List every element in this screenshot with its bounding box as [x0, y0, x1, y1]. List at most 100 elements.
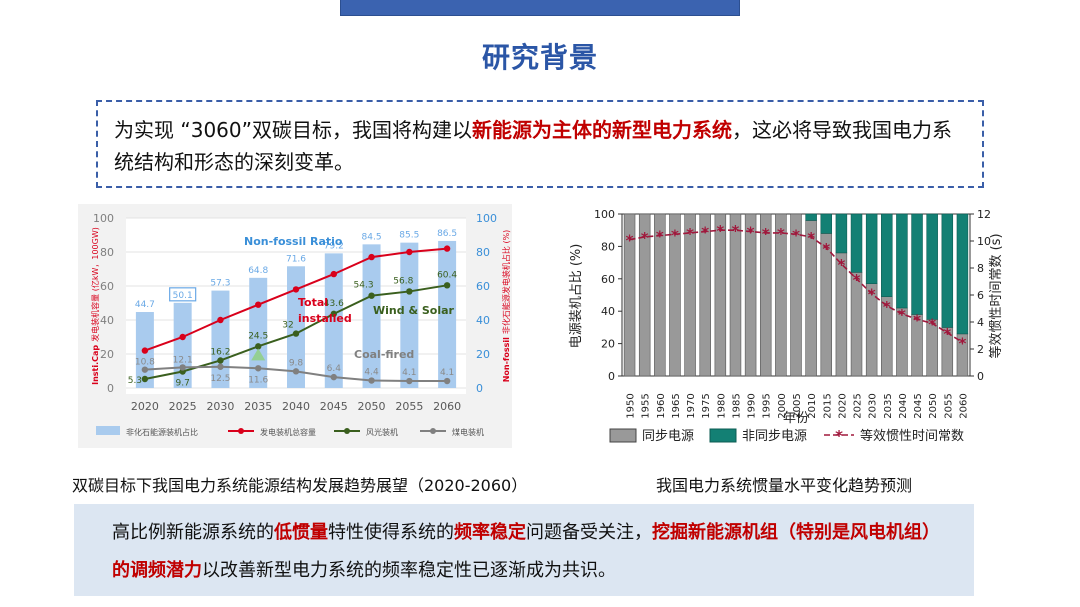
x-tick-label: 2030 [868, 393, 879, 418]
wind-value-label: 60.4 [437, 270, 457, 280]
y-tick-label: 0 [107, 382, 114, 395]
y-right-axis-label: 等效惯性时间常数 (s) [988, 233, 1004, 358]
series-point [443, 377, 451, 385]
bar-sync [714, 213, 727, 377]
wind-value-label: 56.8 [393, 276, 413, 286]
bar-value-label: 50.1 [173, 291, 193, 301]
series-point [292, 368, 300, 375]
x-tick-label: 2045 [320, 400, 348, 413]
legend-swatch [96, 426, 120, 435]
series-point [443, 245, 451, 252]
bar-value-label: 79.2 [324, 241, 344, 251]
bar-nonsync [896, 213, 908, 309]
y-axis-label: 电源装机占比 (%) [569, 244, 584, 349]
inertia-point: * [853, 271, 861, 289]
x-tick-label: 1970 [686, 393, 697, 418]
inertia-point: * [807, 229, 815, 247]
bar-value-label: 84.5 [362, 232, 382, 242]
x-tick-label: 2025 [169, 400, 197, 413]
y-tick-label: 80 [100, 246, 114, 259]
conclusion-highlight-1: 低惯量 [274, 522, 328, 543]
conclusion-text-2: 特性使得系统的 [328, 522, 454, 543]
x-tick-label: 2050 [928, 393, 939, 418]
y-right-tick-label: 2 [977, 343, 984, 356]
bar-sync [669, 213, 681, 377]
inertia-point: * [883, 298, 891, 316]
legend-label: 煤电装机 [452, 427, 484, 437]
series-point [292, 330, 300, 337]
inertia-point: * [868, 286, 876, 304]
series-point [330, 310, 337, 318]
series-point [217, 316, 224, 324]
bar [400, 242, 419, 388]
x-tick-label: 1980 [716, 393, 727, 418]
bar-value-label: 86.5 [437, 229, 457, 239]
x-tick-label: 2015 [822, 393, 833, 418]
intro-text-1: 为实现 “3060”双碳目标，我国将构建以 [114, 118, 472, 142]
inertia-point: * [943, 325, 951, 343]
x-tick-label: 2055 [395, 400, 423, 413]
legend-marker [430, 428, 436, 434]
bar-sync [684, 213, 696, 377]
inertia-point: * [686, 225, 694, 243]
bar-sync [775, 213, 787, 377]
coal-value-label: 12.5 [210, 374, 230, 384]
x-tick-label: 2045 [913, 393, 924, 418]
inertia-point: * [913, 311, 921, 329]
x-tick-label: 1955 [641, 393, 652, 418]
coal-value-label: 4.4 [364, 368, 379, 378]
conclusion-text-4: 以改善新型电力系统的频率稳定性已逐渐成为共识。 [202, 560, 616, 581]
x-tick-label: 1985 [731, 393, 742, 418]
inertia-point: * [747, 224, 755, 242]
bar [173, 302, 192, 388]
y-right-tick-label: 20 [476, 348, 490, 361]
inertia-line [629, 229, 963, 343]
title-decoration-bar [340, 0, 740, 16]
legend-label: 等效惯性时间常数 [860, 428, 964, 444]
series-point [141, 366, 149, 373]
series-point [368, 292, 375, 299]
coal-value-label: 10.8 [135, 358, 155, 368]
intro-box: 为实现 “3060”双碳目标，我国将构建以新能源为主体的新型电力系统，这必将导致… [96, 100, 984, 188]
legend-marker [238, 428, 244, 434]
series-point [217, 363, 224, 370]
y-right-tick-label: 10 [977, 235, 991, 248]
bar-nonsync [941, 213, 954, 328]
x-axis-label: 年份 [783, 411, 809, 426]
left-axis-prefix: Insti.Cap [91, 345, 100, 385]
inertia-point: * [792, 226, 800, 244]
coal-value-label: 4.1 [402, 368, 416, 378]
coal-value-label: 12.1 [173, 355, 193, 365]
right-axis-label: Non-fossil 非化石能源发电装机占比 (%) [501, 230, 511, 383]
bar-sync [699, 213, 711, 377]
y-right-tick-label: 6 [977, 289, 984, 302]
legend-label: 发电装机总容量 [260, 427, 316, 437]
triangle-marker [251, 348, 266, 361]
series-point [141, 375, 149, 383]
y-right-tick-label: 40 [476, 314, 490, 327]
bar-nonsync [911, 213, 923, 315]
slide-title: 研究背景 [481, 41, 598, 74]
x-tick-label: 2005 [792, 393, 803, 418]
y-right-tick-label: 0 [476, 382, 483, 395]
bar [362, 244, 381, 388]
wind-value-label: 54.3 [354, 281, 374, 291]
y-right-tick-label: 80 [476, 246, 490, 259]
legend-label: 风光装机 [366, 427, 398, 437]
y-tick-label: 60 [601, 273, 615, 286]
series-point [406, 288, 413, 295]
legend-marker: * [835, 427, 843, 445]
series-point [255, 365, 262, 372]
conclusion-box: 高比例新能源系统的低惯量特性使得系统的频率稳定问题备受关注，挖掘新能源机组（特别… [74, 504, 974, 596]
x-tick-label: 2060 [958, 393, 969, 418]
bar [324, 253, 343, 388]
conclusion-highlight-3: 挖掘新能源机组（特别是风电机组）的调频潜力 [112, 522, 940, 581]
x-tick-label: 2050 [358, 400, 386, 413]
wind-value-label: 5.3 [128, 376, 142, 386]
x-tick-label: 2035 [883, 393, 894, 418]
conclusion-text-1: 高比例新能源系统的 [112, 522, 274, 543]
series-point [406, 377, 413, 385]
x-tick-label: 2055 [943, 393, 954, 418]
x-tick-label: 1990 [747, 393, 758, 418]
legend-swatch [609, 428, 637, 443]
